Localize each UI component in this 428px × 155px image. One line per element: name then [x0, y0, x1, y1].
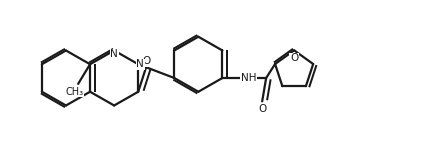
- Text: O: O: [258, 104, 266, 114]
- Text: O: O: [290, 53, 298, 63]
- Text: N: N: [137, 59, 144, 69]
- Text: O: O: [142, 56, 150, 66]
- Text: CH₃: CH₃: [65, 87, 83, 97]
- Text: NH: NH: [241, 73, 256, 83]
- Text: N: N: [110, 49, 118, 59]
